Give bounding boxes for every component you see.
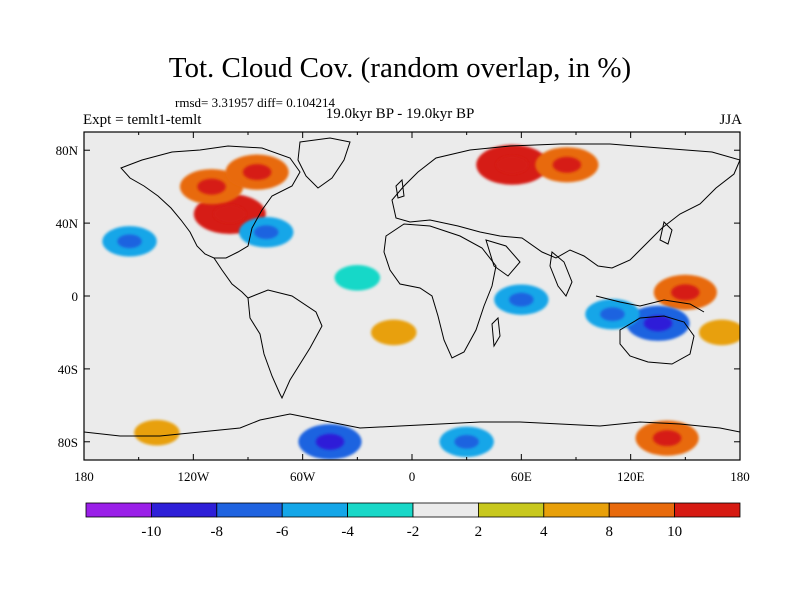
lon-label: 60W bbox=[290, 469, 316, 484]
lon-label: 180 bbox=[730, 469, 750, 484]
colorbar-swatch bbox=[216, 502, 283, 518]
colorbar: -10 -8 -6 -4 -2 2 4 8 10 bbox=[85, 502, 741, 540]
lon-label: 0 bbox=[409, 469, 416, 484]
lon-label: 120W bbox=[177, 469, 210, 484]
field-anomaly-16 bbox=[334, 264, 381, 291]
field-anomaly-core-10 bbox=[253, 225, 279, 240]
coastline-south-america bbox=[247, 289, 323, 400]
stats-text: rmsd= 3.31957 diff= 0.104214 bbox=[175, 95, 335, 110]
field-anomaly-core-5 bbox=[671, 284, 700, 301]
lon-label: 120E bbox=[617, 469, 645, 484]
experiment-label: Expt = temlt1-temlt bbox=[83, 112, 202, 128]
field-anomaly-core-0 bbox=[213, 205, 246, 223]
field-anomaly-core-4 bbox=[552, 156, 582, 173]
coastline-arabia bbox=[485, 239, 521, 277]
lon-label: 180 bbox=[74, 469, 94, 484]
field-anomaly-core-6 bbox=[643, 315, 673, 332]
colorbar-swatch bbox=[85, 502, 152, 518]
field-anomaly-core-2 bbox=[242, 164, 272, 181]
colorbar-swatch bbox=[281, 502, 349, 518]
lat-label: 0 bbox=[72, 289, 79, 304]
map-ticks: 80N 40N 0 40S 80S 180 120W 60W 0 60E 120E 180 bbox=[56, 132, 750, 484]
colorbar-label: -8 bbox=[211, 524, 224, 540]
field-anomaly-15 bbox=[370, 319, 417, 346]
field-anomaly-14 bbox=[134, 419, 180, 446]
coastline-australia bbox=[619, 315, 695, 365]
field-anomaly-core-1 bbox=[197, 178, 226, 195]
field-anomaly-core-3 bbox=[496, 155, 529, 174]
coastline-eurasia bbox=[391, 143, 740, 269]
colorbar-swatch bbox=[674, 502, 741, 518]
coastline-central-america bbox=[213, 257, 249, 299]
colorbar-label: 2 bbox=[475, 524, 483, 540]
colorbar-swatch bbox=[412, 502, 479, 518]
coastlines bbox=[84, 137, 740, 437]
lat-label: 40S bbox=[58, 362, 78, 377]
colorbar-swatch bbox=[477, 502, 545, 518]
field-anomaly-core-8 bbox=[509, 292, 534, 307]
colorbar-swatch bbox=[150, 502, 218, 518]
colorbar-label: -4 bbox=[341, 524, 354, 540]
colorbar-label: -6 bbox=[276, 524, 289, 540]
lat-label: 80S bbox=[58, 435, 78, 450]
colorbar-swatch bbox=[543, 502, 610, 518]
colorbar-swatch bbox=[347, 502, 414, 518]
coastline-north-america bbox=[120, 145, 301, 259]
colorbar-label: -10 bbox=[141, 524, 161, 540]
lon-label: 60E bbox=[511, 469, 532, 484]
coastline-india bbox=[549, 251, 573, 297]
coastline-antarctica bbox=[84, 413, 740, 437]
season-label: JJA bbox=[719, 112, 742, 128]
coastline-japan bbox=[659, 221, 673, 245]
colorbar-label: 4 bbox=[540, 524, 548, 540]
coastline-madagascar bbox=[491, 316, 501, 348]
field-anomaly-core-9 bbox=[117, 234, 142, 249]
field-anomaly-17 bbox=[698, 319, 740, 346]
lat-label: 80N bbox=[56, 143, 79, 158]
coastline-greenland bbox=[297, 137, 351, 189]
field-anomaly-core-7 bbox=[600, 307, 625, 322]
period-label: 19.0kyr BP - 19.0kyr BP bbox=[325, 106, 475, 122]
coastline-indonesia bbox=[595, 295, 705, 313]
field-anomaly-core-11 bbox=[315, 433, 345, 450]
coastline-africa bbox=[383, 223, 497, 359]
cloud-cover-field bbox=[102, 144, 740, 460]
field-anomaly-core-13 bbox=[652, 430, 682, 447]
lat-label: 40N bbox=[56, 216, 79, 231]
chart-title: Tot. Cloud Cov. (random overlap, in %) bbox=[168, 52, 632, 84]
colorbar-label: 10 bbox=[667, 524, 682, 540]
colorbar-label: 8 bbox=[605, 524, 613, 540]
field-anomaly-core-12 bbox=[454, 434, 479, 449]
coastline-uk bbox=[395, 178, 405, 199]
colorbar-swatch bbox=[608, 502, 676, 518]
colorbar-label: -2 bbox=[407, 524, 420, 540]
